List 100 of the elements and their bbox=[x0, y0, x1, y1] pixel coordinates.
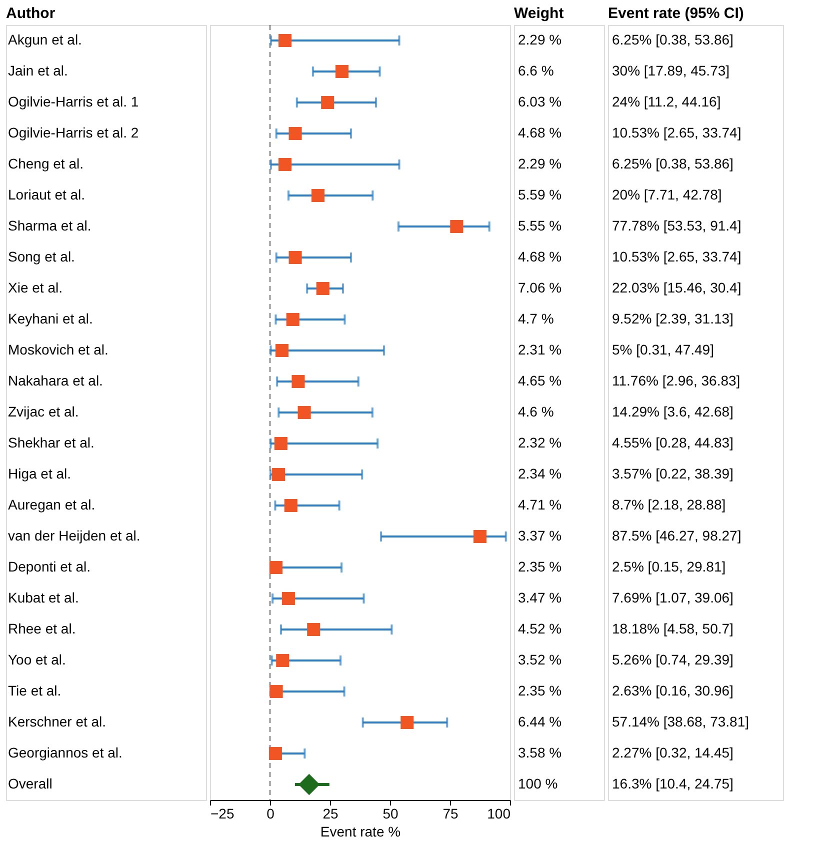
text: 2.27% [0.32, 14.45] bbox=[612, 744, 734, 760]
text: 4.52 % bbox=[518, 620, 562, 636]
text: 10.53% [2.65, 33.74] bbox=[612, 124, 742, 140]
y-tick-label: Deponti et al. bbox=[8, 558, 90, 574]
y-tick-label: Overall bbox=[8, 776, 52, 792]
x-tick-label: 0 bbox=[266, 806, 275, 822]
text: 2.35 % bbox=[518, 682, 562, 698]
x-tick-label: −25 bbox=[210, 806, 234, 822]
text: 4.68 % bbox=[518, 248, 562, 264]
point bbox=[307, 622, 320, 636]
point bbox=[321, 96, 334, 110]
x-tick-label: 25 bbox=[322, 806, 338, 822]
y-tick-label: Zvijac et al. bbox=[8, 404, 79, 420]
point bbox=[311, 188, 325, 202]
text: 87.5% [46.27, 98.27] bbox=[612, 528, 742, 544]
text: 2.5% [0.15, 29.81] bbox=[612, 558, 726, 574]
point bbox=[270, 684, 283, 698]
text: 2.35 % bbox=[518, 558, 562, 574]
y-tick-label: Auregan et al. bbox=[8, 496, 96, 512]
y-tick-label: Kerschner et al. bbox=[8, 714, 106, 730]
point bbox=[272, 468, 286, 482]
text: 2.31 % bbox=[518, 342, 562, 358]
text: 5.26% [0.74, 29.39] bbox=[612, 652, 734, 668]
text: 6.6 % bbox=[518, 62, 554, 78]
y-tick-label: Moskovich et al. bbox=[8, 342, 108, 358]
text: 77.78% [53.53, 91.4] bbox=[612, 218, 742, 234]
text: 3.58 % bbox=[518, 744, 562, 760]
text: Weight bbox=[514, 5, 564, 22]
text: 4.68 % bbox=[518, 124, 562, 140]
text: 22.03% [15.46, 30.4] bbox=[612, 280, 742, 296]
text: 7.69% [1.07, 39.06] bbox=[612, 590, 734, 606]
text: 100 % bbox=[518, 776, 558, 792]
point bbox=[278, 34, 292, 48]
y-tick-label: Nakahara et al. bbox=[8, 372, 103, 388]
y-tick-label: Kubat et al. bbox=[8, 590, 79, 606]
point bbox=[292, 374, 305, 388]
text: 14.29% [3.6, 42.68] bbox=[612, 404, 734, 420]
y-tick-label: Sharma et al. bbox=[8, 218, 92, 234]
y-tick-label: Higa et al. bbox=[8, 466, 72, 482]
text: 6.25% [0.38, 53.86] bbox=[612, 32, 734, 48]
y-tick-label: Cheng et al. bbox=[8, 156, 84, 172]
point bbox=[278, 158, 292, 172]
point bbox=[282, 592, 295, 606]
text: 3.47 % bbox=[518, 590, 562, 606]
y-tick-label: Ogilvie-Harris et al. 2 bbox=[8, 124, 139, 140]
y-tick-label: Yoo et al. bbox=[8, 652, 66, 668]
y-tick-label: Shekhar et al. bbox=[8, 434, 94, 450]
text: 2.32 % bbox=[518, 434, 562, 450]
text: 4.55% [0.28, 44.83] bbox=[612, 434, 734, 450]
y-tick-label: Rhee et al. bbox=[8, 620, 76, 636]
text: 3.52 % bbox=[518, 652, 562, 668]
point bbox=[298, 406, 311, 420]
point bbox=[268, 746, 282, 760]
point bbox=[450, 220, 464, 234]
text: 16.3% [10.4, 24.75] bbox=[612, 776, 734, 792]
point bbox=[275, 344, 289, 358]
text: 9.52% [2.39, 31.13] bbox=[612, 310, 734, 326]
text: 5.59 % bbox=[518, 186, 562, 202]
x-tick-label: 75 bbox=[442, 806, 458, 822]
text: 6.44 % bbox=[518, 714, 562, 730]
text: 2.29 % bbox=[518, 156, 562, 172]
point bbox=[288, 250, 302, 264]
text: 3.57% [0.22, 38.39] bbox=[612, 466, 734, 482]
y-tick-label: Loriaut et al. bbox=[8, 186, 86, 202]
text: 6.03 % bbox=[518, 94, 562, 110]
y-tick-label: Jain et al. bbox=[8, 62, 68, 78]
x-tick-label: 50 bbox=[382, 806, 398, 822]
point bbox=[286, 312, 300, 326]
point bbox=[276, 654, 290, 668]
text: 18.18% [4.58, 50.7] bbox=[612, 620, 734, 636]
text: 2.29 % bbox=[518, 32, 562, 48]
text: 7.06 % bbox=[518, 280, 562, 296]
text: 4.65 % bbox=[518, 372, 562, 388]
point bbox=[269, 560, 283, 574]
point bbox=[288, 126, 302, 140]
text: 11.76% [2.96, 36.83] bbox=[612, 372, 740, 388]
point bbox=[298, 774, 320, 796]
text: 2.34 % bbox=[518, 466, 562, 482]
y-tick-label: Song et al. bbox=[8, 248, 75, 264]
y-tick-label: Georgiannos et al. bbox=[8, 744, 122, 760]
x-axis-title: Event rate % bbox=[320, 824, 401, 840]
text: 4.6 % bbox=[518, 404, 554, 420]
y-tick-label: Ogilvie-Harris et al. 1 bbox=[8, 94, 139, 110]
text: 30% [17.89, 45.73] bbox=[612, 62, 730, 78]
point bbox=[316, 282, 330, 296]
text: 6.25% [0.38, 53.86] bbox=[612, 156, 734, 172]
text: 2.63% [0.16, 30.96] bbox=[612, 682, 734, 698]
text: 3.37 % bbox=[518, 528, 562, 544]
text: 4.71 % bbox=[518, 496, 562, 512]
point bbox=[473, 530, 487, 544]
text: 5.55 % bbox=[518, 218, 562, 234]
y-tick-label: Xie et al. bbox=[8, 280, 62, 296]
text: 24% [11.2, 44.16] bbox=[612, 94, 721, 110]
text: 4.7 % bbox=[518, 310, 554, 326]
point bbox=[284, 498, 298, 512]
text: 8.7% [2.18, 28.88] bbox=[612, 496, 726, 512]
point bbox=[400, 716, 414, 730]
text: 10.53% [2.65, 33.74] bbox=[612, 248, 742, 264]
y-tick-label: van der Heijden et al. bbox=[8, 528, 140, 544]
y-tick-label: Akgun et al. bbox=[8, 32, 82, 48]
